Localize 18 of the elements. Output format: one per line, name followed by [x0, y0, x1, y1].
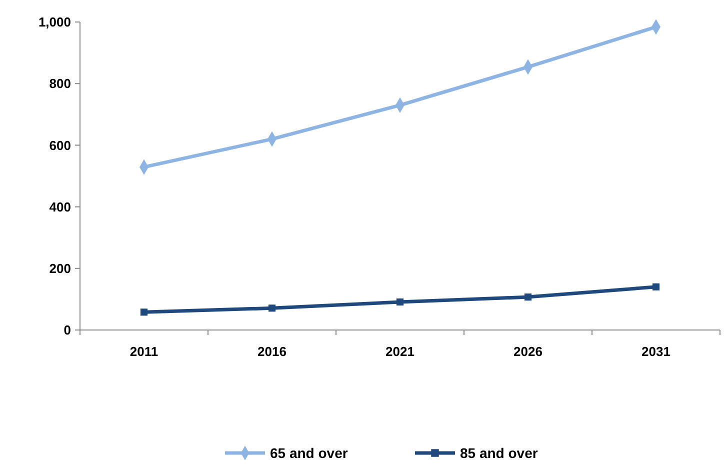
x-tick-label: 2016 — [258, 344, 286, 359]
y-tick-label: 200 — [49, 260, 71, 276]
x-tick-label: 2026 — [514, 344, 542, 359]
x-tick-label: 2031 — [642, 344, 670, 359]
point — [524, 294, 532, 301]
point — [268, 304, 276, 312]
point — [140, 308, 148, 316]
y-tick-label: 400 — [49, 199, 71, 214]
x-tick-label: 2011 — [130, 344, 158, 359]
y-tick-label: 600 — [49, 138, 71, 153]
legend-label: 85 and over — [460, 445, 538, 461]
point — [652, 283, 660, 290]
y-tick-label: 1,000 — [38, 14, 71, 30]
y-tick-label: 0 — [64, 322, 71, 338]
x-tick-label: 2021 — [386, 344, 414, 359]
point — [396, 298, 404, 306]
legend-label: 65 and over — [270, 445, 348, 461]
y-tick-label: 800 — [49, 76, 71, 92]
